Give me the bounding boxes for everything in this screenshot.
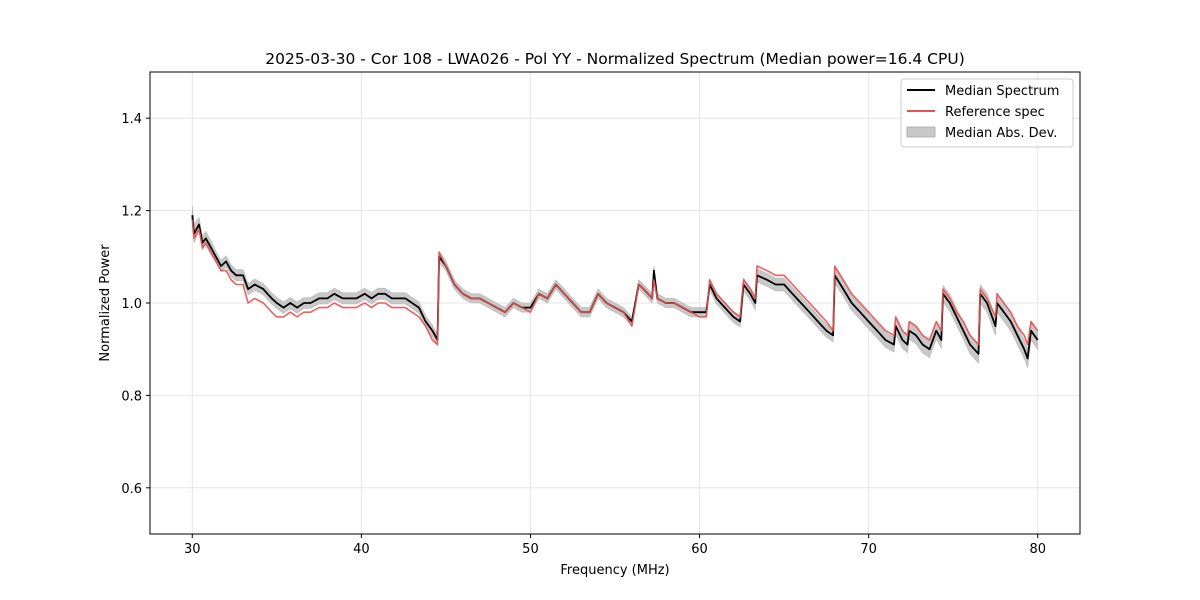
- legend: Median Spectrum Reference spec Median Ab…: [900, 78, 1074, 148]
- x-tick-label: 50: [522, 542, 539, 557]
- y-tick-label: 0.6: [121, 482, 142, 497]
- axis-ticks: 30 40 50 60 70 80 0.6 0.8 1.0 1.2 1.4: [121, 112, 1046, 557]
- legend-reference-spec-label: Reference spec: [945, 105, 1045, 120]
- chart-title: 2025-03-30 - Cor 108 - LWA026 - Pol YY -…: [265, 50, 965, 68]
- median-abs-dev-band: [192, 205, 1038, 368]
- y-tick-label: 1.2: [121, 205, 142, 220]
- legend-mad-label: Median Abs. Dev.: [945, 126, 1057, 141]
- legend-median-spectrum-label: Median Spectrum: [945, 84, 1059, 99]
- legend-mad-swatch: [906, 126, 936, 138]
- y-axis-label: Normalized Power: [98, 244, 113, 362]
- x-tick-label: 40: [353, 542, 370, 557]
- reference-spec-layer: [191, 219, 1039, 346]
- y-tick-label: 1.0: [121, 297, 142, 312]
- reference-spec-line: [191, 219, 1039, 346]
- x-tick-label: 60: [691, 542, 708, 557]
- y-tick-label: 1.4: [121, 112, 142, 127]
- x-axis-label: Frequency (MHz): [560, 563, 669, 578]
- x-tick-label: 80: [1029, 542, 1046, 557]
- x-tick-label: 70: [860, 542, 877, 557]
- legend-box: [900, 78, 1074, 148]
- median-abs-dev-band-layer: [192, 205, 1038, 368]
- x-tick-label: 30: [184, 542, 201, 557]
- y-tick-label: 0.8: [121, 389, 142, 404]
